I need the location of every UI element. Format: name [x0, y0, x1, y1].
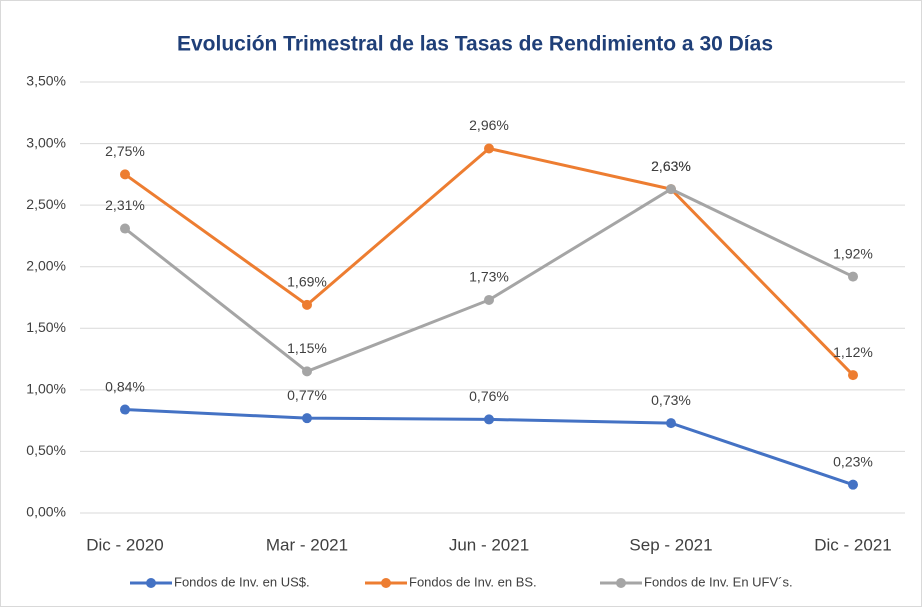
point	[848, 271, 858, 282]
y-tick-label: 1,50%	[26, 319, 66, 335]
point	[484, 143, 494, 154]
point	[120, 223, 130, 234]
y-tick-label: 2,50%	[26, 196, 66, 212]
legend-marker	[381, 578, 391, 588]
x-tick-label: Dic - 2020	[86, 535, 163, 554]
chart-title: Evolución Trimestral de las Tasas de Ren…	[177, 33, 773, 56]
y-tick-label: 0,50%	[26, 442, 66, 458]
point	[848, 479, 858, 490]
y-tick-label: 1,00%	[26, 381, 66, 397]
data-label: 1,15%	[287, 340, 327, 356]
data-label: 2,75%	[105, 143, 145, 159]
point	[484, 294, 494, 305]
point	[666, 418, 676, 429]
data-label: 2,63%	[651, 158, 691, 174]
data-label: 2,63%	[651, 158, 691, 174]
y-tick-label: 2,00%	[26, 257, 66, 273]
point	[120, 404, 130, 415]
point	[484, 414, 494, 425]
data-label: 0,23%	[833, 453, 873, 469]
point	[302, 413, 312, 424]
point	[120, 169, 130, 180]
x-tick-label: Jun - 2021	[449, 535, 529, 554]
y-tick-label: 3,50%	[26, 73, 66, 89]
legend-label: Fondos de Inv. en US$.	[174, 574, 310, 589]
data-label: 2,31%	[105, 197, 145, 213]
data-label: 0,77%	[287, 387, 327, 403]
data-label: 1,73%	[469, 269, 509, 285]
point	[302, 299, 312, 310]
data-label: 0,84%	[105, 378, 145, 394]
legend-marker	[616, 578, 626, 588]
x-tick-label: Sep - 2021	[629, 535, 712, 554]
data-label: 2,96%	[469, 117, 509, 133]
data-label: 1,92%	[833, 245, 873, 261]
legend-label: Fondos de Inv. En UFV´s.	[644, 574, 793, 589]
data-label: 1,12%	[833, 344, 873, 360]
data-label: 0,73%	[651, 392, 691, 408]
y-tick-label: 0,00%	[26, 504, 66, 520]
x-tick-label: Dic - 2021	[814, 535, 891, 554]
legend-label: Fondos de Inv. en BS.	[409, 574, 537, 589]
data-label: 1,69%	[287, 274, 327, 290]
point	[666, 184, 676, 195]
y-tick-label: 3,00%	[26, 134, 66, 150]
point	[848, 370, 858, 381]
point	[302, 366, 312, 377]
data-label: 0,76%	[469, 388, 509, 404]
legend-marker	[146, 578, 156, 588]
x-tick-label: Mar - 2021	[266, 535, 348, 554]
